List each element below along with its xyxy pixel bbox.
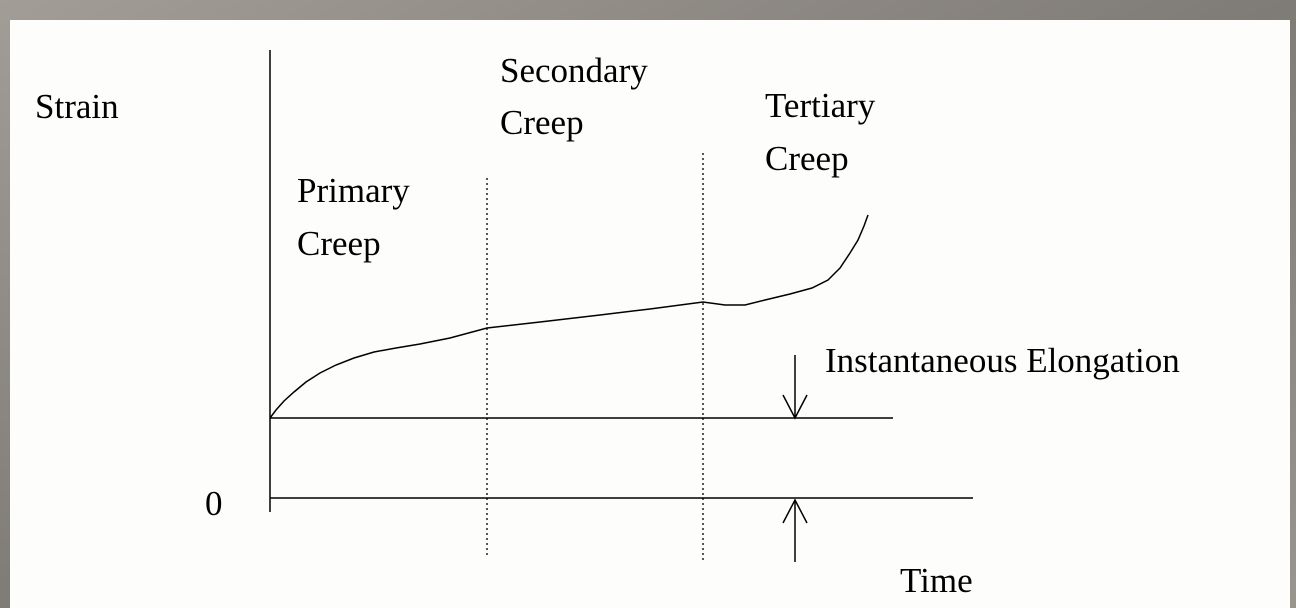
- annotation: Instantaneous Elongation: [825, 341, 1180, 380]
- creep-curve: [269, 214, 869, 419]
- x-label: Time: [900, 561, 973, 600]
- y-label: Strain: [35, 87, 119, 126]
- arrow-down: [782, 355, 808, 420]
- phase-label: Creep: [500, 103, 584, 142]
- phase-label: Primary: [297, 171, 410, 210]
- arrow-up: [782, 498, 808, 562]
- phase-label: Secondary: [500, 51, 648, 90]
- phase-label: Creep: [297, 224, 381, 263]
- panel: [10, 20, 1290, 608]
- phase-label: Tertiary: [765, 86, 876, 125]
- phase-label: Creep: [765, 139, 849, 178]
- origin-label: 0: [205, 484, 223, 523]
